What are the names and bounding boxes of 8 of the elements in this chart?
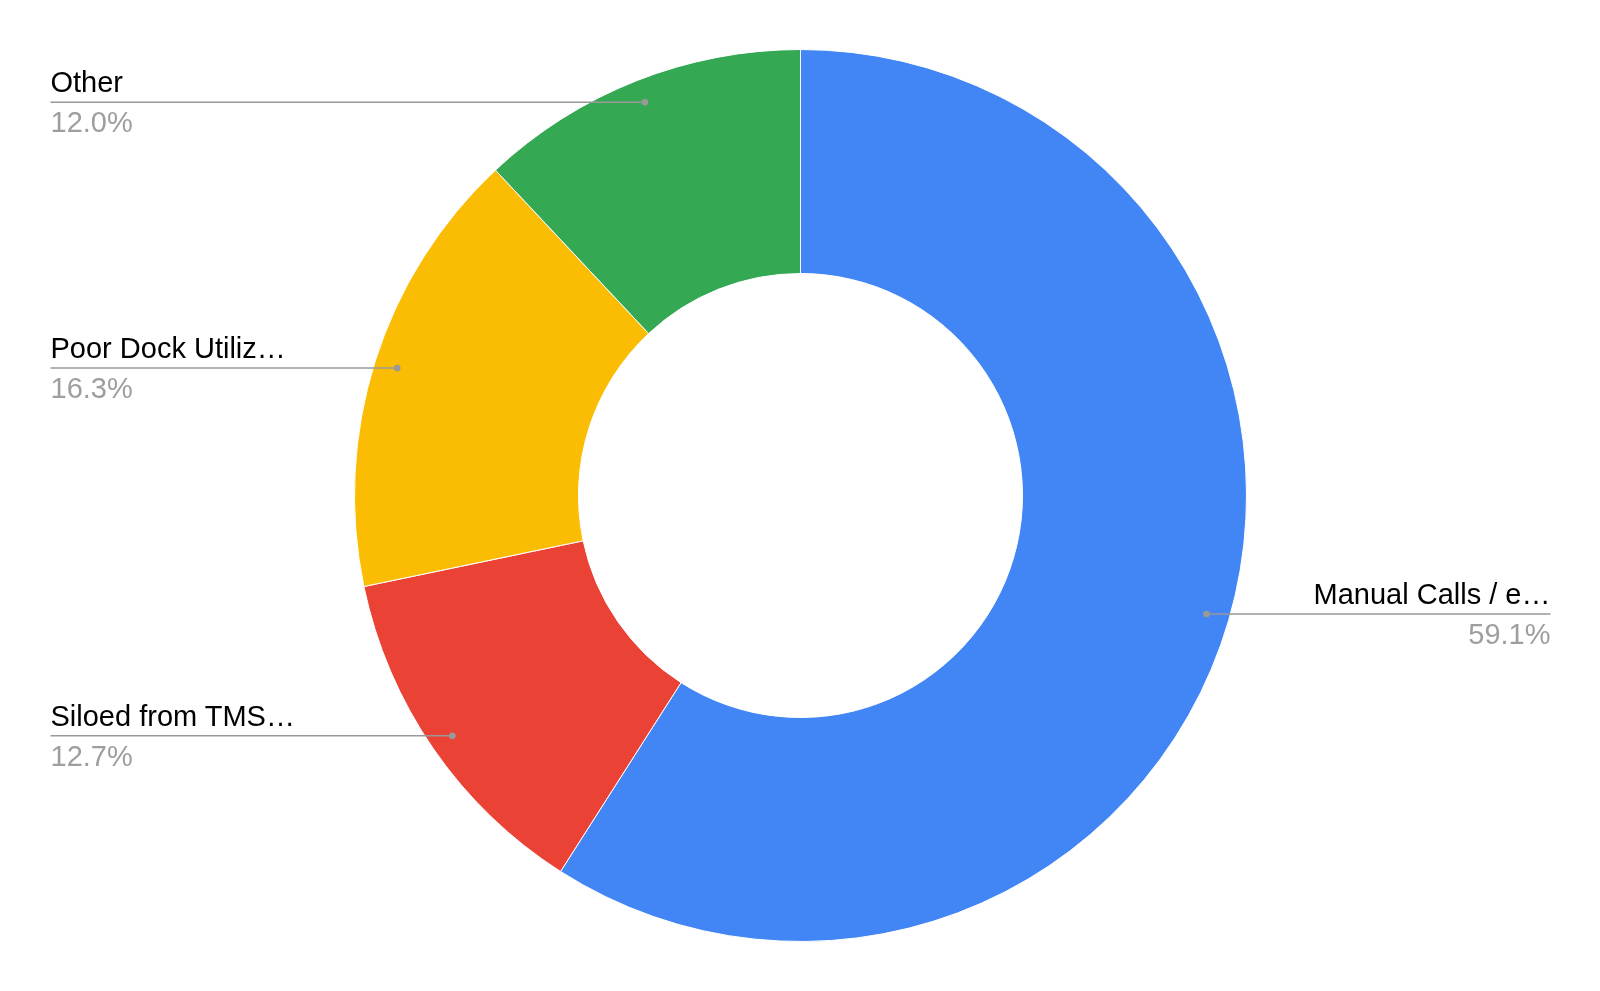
data-label: 16.3% — [50, 372, 133, 405]
slice-label: Poor Dock Utiliz… — [50, 332, 286, 365]
slice-label: Siloed from TMS… — [50, 699, 295, 732]
slice-label: Manual Calls / e… — [1313, 578, 1551, 611]
data-label: 12.7% — [50, 739, 133, 772]
slice-label: Other — [50, 66, 124, 99]
data-label: 59.1% — [1468, 618, 1551, 651]
data-label: 12.0% — [50, 106, 133, 139]
